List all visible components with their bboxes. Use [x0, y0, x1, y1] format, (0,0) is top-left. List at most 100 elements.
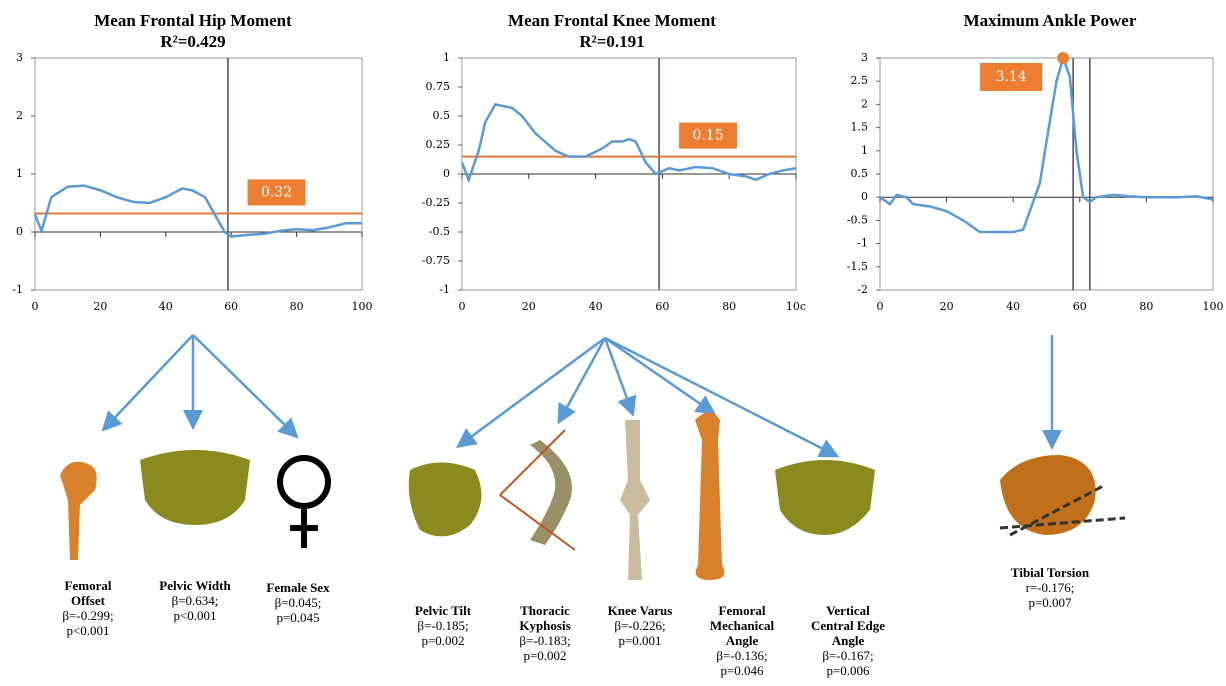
y-tick-label: 2.5 — [851, 74, 869, 87]
y-tick-label: 0.25 — [426, 138, 451, 151]
factor-name: Pelvic Tilt — [414, 603, 472, 618]
factor-stat: p=0.046 — [720, 663, 764, 678]
x-tick-label: 100 — [1203, 300, 1224, 313]
factor-stat: β=-0.226; — [614, 618, 666, 633]
icons — [60, 412, 1126, 580]
factor-label: Pelvic Tilt β=-0.185; p=0.002 — [388, 603, 498, 648]
x-tick-label: 40 — [159, 300, 173, 313]
x-tick-label: 10c — [786, 300, 806, 313]
chart-subtitle: R²=0.429 — [160, 32, 225, 51]
factor-label: Tibial Torsion r=-0.176; p=0.007 — [995, 565, 1105, 610]
factor-label: Vertical Central Edge Angle β=-0.167; p=0.… — [793, 603, 903, 678]
factor-label: Femoral Offset β=-0.299; p<0.001 — [33, 578, 143, 638]
factor-name: Tibial Torsion — [1010, 565, 1090, 580]
plot-frame — [879, 57, 1214, 291]
x-tick-label: 20 — [522, 300, 536, 313]
factor-stat: p=0.002 — [421, 633, 465, 648]
x-tick-label: 80 — [1139, 300, 1153, 313]
chart-title: Mean Frontal Hip Moment — [94, 11, 292, 30]
factor-stat: β=-0.167; — [822, 648, 874, 663]
x-tick-label: 40 — [589, 300, 603, 313]
data-line — [879, 53, 1214, 234]
y-tick-label: 2 — [861, 97, 868, 110]
y-tick-label: 0.5 — [433, 109, 451, 122]
factor-stat: β=-0.299; — [62, 608, 114, 623]
x-tick-label: 60 — [224, 300, 238, 313]
factor-name: Pelvic Width — [159, 578, 231, 593]
y-tick-label: 3 — [16, 51, 23, 64]
factor-stat: p=0.045 — [276, 610, 320, 625]
value-label: 0.15 — [693, 128, 724, 144]
x-tick-label: 20 — [93, 300, 107, 313]
chart-subtitle: R²=0.191 — [579, 32, 644, 51]
factor-label: Female Sex β=0.045; p=0.045 — [243, 580, 353, 625]
y-tick-label: 3 — [861, 51, 868, 64]
y-tick-label: 1.5 — [851, 121, 869, 134]
factor-name: Female Sex — [266, 580, 330, 595]
plot-frame — [34, 57, 363, 291]
factor-stat: β=-0.183; — [519, 633, 571, 648]
factor-stat: β=-0.136; — [716, 648, 768, 663]
y-tick-label: -0.5 — [847, 213, 868, 226]
x-tick-label: 40 — [1006, 300, 1020, 313]
y-tick-label: 0.75 — [426, 80, 451, 93]
y-tick-label: -1 — [439, 283, 450, 296]
y-tick-label: 0 — [16, 225, 23, 238]
value-badge — [980, 63, 1043, 91]
factor-name: Knee Varus — [607, 603, 673, 618]
y-tick-label: 0.5 — [851, 167, 869, 180]
arrows — [101, 334, 1062, 458]
value-label: 3.14 — [996, 69, 1027, 85]
factor-stat: p=0.001 — [618, 633, 662, 648]
peak-marker — [1057, 52, 1070, 64]
y-tick-label: 0 — [861, 190, 868, 203]
factor-label: Femoral Mechanical Angle β=-0.136; p=0.046 — [687, 603, 797, 678]
y-tick-label: -0.25 — [422, 196, 450, 209]
factor-label: Knee Varus β=-0.226; p=0.001 — [585, 603, 695, 648]
value-label: 0.32 — [261, 184, 292, 200]
factor-stat: p=0.002 — [523, 648, 567, 663]
chart-title: Mean Frontal Knee Moment — [508, 11, 716, 30]
factor-stat: β=0.634; — [171, 593, 219, 608]
x-tick-label: 80 — [722, 300, 736, 313]
x-tick-label: 60 — [655, 300, 669, 313]
x-tick-label: 0 — [32, 300, 39, 313]
factor-stat: r=-0.176; — [1025, 580, 1075, 595]
x-tick-label: 100 — [352, 300, 373, 313]
factor-name: Vertical Central Edge Angle — [810, 603, 886, 648]
y-tick-label: 1 — [861, 144, 868, 157]
data-line — [460, 102, 797, 184]
y-tick-label: 1 — [443, 51, 450, 64]
factor-stat: p=0.006 — [826, 663, 870, 678]
data-line — [33, 184, 362, 238]
y-tick-label: -0.75 — [422, 254, 450, 267]
factor-stat: β=0.045; — [274, 595, 322, 610]
factor-stat: β=-0.185; — [417, 618, 469, 633]
y-tick-label: -1.5 — [847, 260, 868, 273]
y-tick-label: -2 — [857, 283, 868, 296]
x-tick-label: 80 — [290, 300, 304, 313]
x-tick-label: 0 — [877, 300, 884, 313]
y-tick-label: 1 — [16, 167, 23, 180]
factor-stat: p=0.007 — [1028, 595, 1072, 610]
y-tick-label: -0.5 — [429, 225, 450, 238]
factor-stat: p<0.001 — [66, 623, 110, 638]
factor-name: Femoral Offset — [64, 578, 112, 608]
factor-name: Thoracic Kyphosis — [519, 603, 571, 633]
chart-title: Maximum Ankle Power — [964, 11, 1137, 30]
y-tick-label: 2 — [16, 109, 23, 122]
x-tick-label: 20 — [940, 300, 954, 313]
factor-label: Pelvic Width β=0.634; p<0.001 — [140, 578, 250, 623]
factor-label: Thoracic Kyphosis β=-0.183; p=0.002 — [490, 603, 600, 663]
y-tick-label: -1 — [857, 237, 868, 250]
x-tick-label: 60 — [1073, 300, 1087, 313]
y-tick-label: 0 — [443, 167, 450, 180]
factor-name: Femoral Mechanical Angle — [709, 603, 775, 648]
y-tick-label: -1 — [12, 283, 23, 296]
factor-stat: p<0.001 — [173, 608, 217, 623]
value-badge — [679, 122, 738, 149]
value-badge — [247, 179, 306, 206]
x-tick-label: 0 — [459, 300, 466, 313]
